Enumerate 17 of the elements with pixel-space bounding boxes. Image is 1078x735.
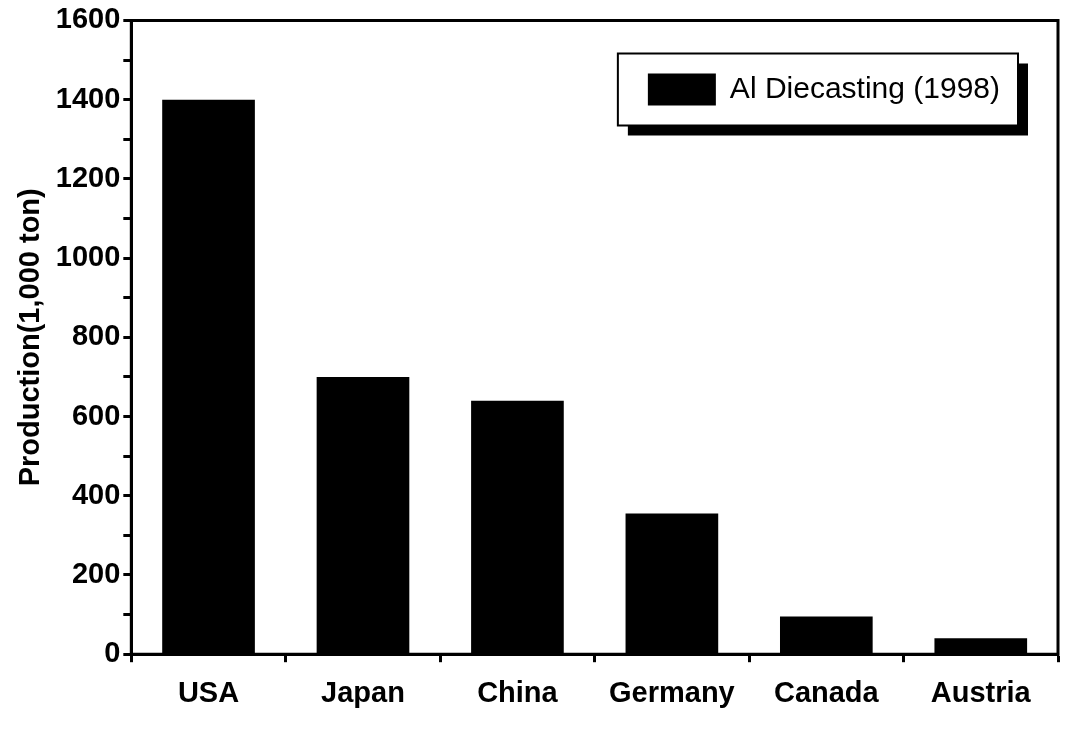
x-tick-label: Austria — [930, 675, 1032, 708]
y-axis-title: Production(1,000 ton) — [13, 188, 46, 487]
x-tick-label: USA — [177, 675, 240, 708]
y-tick-label: 1200 — [55, 160, 121, 193]
y-tick-label: 1600 — [55, 2, 121, 35]
y-tick-label: 0 — [104, 636, 121, 669]
y-tick-label: 1000 — [55, 240, 121, 273]
y-tick-label: 800 — [71, 319, 121, 352]
y-tick-label: 200 — [71, 556, 121, 589]
x-tick-label: Canada — [773, 675, 880, 708]
x-tick-label: China — [477, 675, 559, 708]
legend-label: Al Diecasting (1998) — [729, 70, 1001, 104]
y-tick-label: 400 — [71, 477, 121, 510]
y-tick-label: 1400 — [55, 81, 121, 114]
x-tick-label: Germany — [609, 675, 735, 708]
x-tick-label: Japan — [321, 675, 405, 708]
y-tick-label: 600 — [71, 398, 121, 431]
